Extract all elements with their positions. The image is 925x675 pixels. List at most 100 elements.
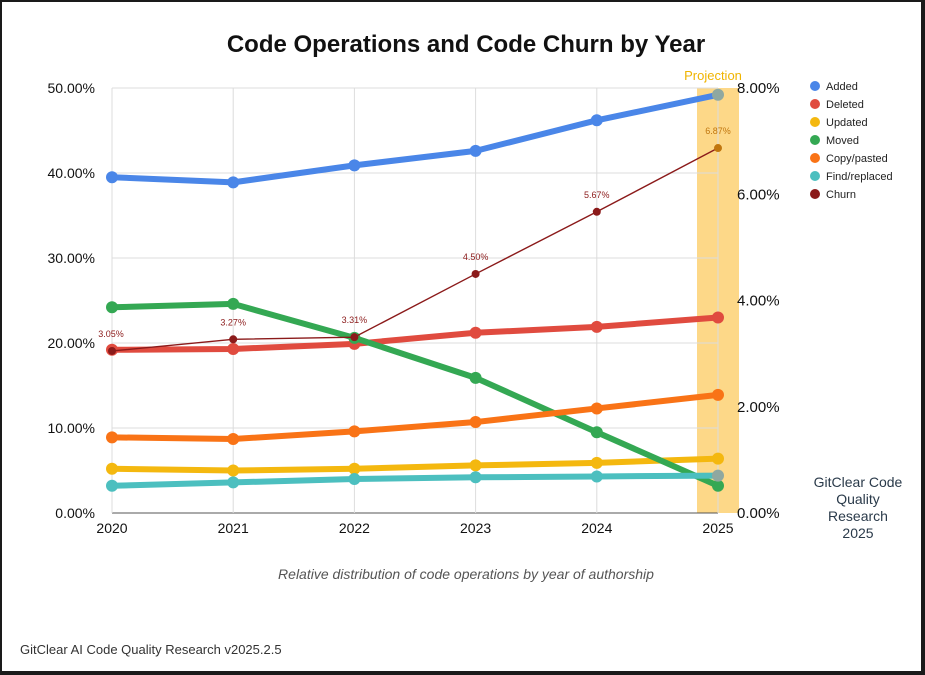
chart-title: Code Operations and Code Churn by Year (227, 31, 705, 58)
legend-swatch-moved (810, 135, 820, 145)
legend-label-updated: Updated (826, 117, 868, 129)
data-point-updated (469, 459, 482, 472)
data-point-deleted (227, 342, 240, 355)
y-right-tick-label: 8.00% (737, 80, 780, 97)
x-tick-label: 2023 (460, 520, 491, 536)
series-line-moved (109, 300, 721, 489)
data-point-churn (108, 346, 116, 355)
x-tick-label: 2025 (702, 520, 733, 536)
data-point-moved (712, 479, 724, 492)
y-left-tick-label: 10.00% (48, 420, 95, 436)
series-line-churn (111, 147, 719, 352)
series-line-added (109, 91, 721, 186)
legend: Added Deleted Updated Moved Copy/pasted Find/… (810, 81, 893, 201)
series-line-updated (109, 455, 721, 474)
data-point-added (348, 159, 361, 172)
data-point-copy-pasted (590, 402, 603, 415)
projection-label: Projection (684, 68, 742, 83)
series-line-deleted (109, 314, 721, 353)
data-point-copy-pasted (106, 431, 118, 444)
x-tick-label: 2020 (96, 520, 127, 536)
side-note: GitClear Code Quality Research 2025 (814, 474, 903, 541)
legend-swatch-find-replaced (810, 171, 820, 181)
legend-swatch-copy-pasted (810, 153, 820, 163)
data-point-added (469, 144, 482, 157)
x-tick-label: 2024 (581, 520, 612, 536)
churn-data-label: 3.31% (342, 315, 368, 325)
y-left-tick-label: 30.00% (48, 250, 95, 266)
series-line-find-replaced (109, 472, 721, 489)
data-point-added (227, 176, 240, 189)
legend-label-deleted: Deleted (826, 99, 864, 111)
frame-right-border (921, 0, 925, 675)
y-right-tick-label: 2.00% (737, 399, 780, 416)
frame-bottom-border (0, 671, 925, 675)
legend-label-find-replaced: Find/replaced (826, 171, 893, 183)
x-tick-label: 2022 (339, 520, 370, 536)
data-point-updated (712, 452, 724, 465)
data-point-churn (471, 269, 480, 278)
side-note-line-4: 2025 (842, 525, 873, 541)
y-left-tick-label: 50.00% (48, 80, 95, 96)
data-point-updated (227, 464, 240, 477)
data-point-moved (106, 301, 118, 314)
churn-data-label: 3.05% (98, 329, 124, 339)
data-point-churn (592, 207, 601, 216)
data-point-deleted (469, 326, 482, 339)
y-right-tick-label: 6.00% (737, 186, 780, 203)
legend-label-added: Added (826, 81, 858, 93)
data-point-find-replaced (106, 479, 118, 492)
legend-swatch-churn (810, 189, 820, 199)
data-point-moved (469, 371, 482, 384)
data-point-find-replaced (590, 470, 603, 483)
data-point-churn (350, 333, 359, 342)
data-point-added (712, 88, 724, 101)
legend-swatch-updated (810, 117, 820, 127)
data-point-find-replaced (348, 473, 361, 485)
data-point-churn (714, 144, 722, 153)
side-note-line-1: GitClear Code (814, 474, 903, 490)
y-right-tick-label: 4.00% (737, 293, 780, 310)
y-right-tick-label: 0.00% (737, 505, 780, 522)
y-left-tick-label: 40.00% (48, 165, 95, 181)
side-note-line-2: Quality (836, 491, 880, 507)
legend-swatch-deleted (810, 99, 820, 109)
series-layer (106, 88, 724, 492)
data-point-copy-pasted (469, 416, 482, 429)
data-point-updated (348, 462, 361, 475)
x-tick-label: 2021 (218, 520, 249, 536)
grid-layer (111, 87, 719, 514)
data-point-added (590, 114, 603, 127)
legend-label-copy-pasted: Copy/pasted (826, 153, 888, 165)
legend-swatch-added (810, 81, 820, 91)
y-left-tick-label: 20.00% (48, 335, 95, 351)
label-layer: 0.00% 10.00% 20.00% 30.00% 40.00% 50.00% 2020 2… (48, 80, 780, 536)
data-point-deleted (590, 320, 603, 333)
data-point-find-replaced (469, 471, 482, 484)
data-point-moved (227, 297, 240, 310)
data-point-churn (229, 335, 238, 344)
frame-left-border (0, 0, 2, 675)
churn-data-label: 5.67% (584, 190, 610, 200)
data-point-deleted (712, 311, 724, 324)
data-point-copy-pasted (348, 425, 361, 438)
data-point-added (106, 171, 118, 184)
chart-caption: Relative distribution of code operations… (278, 566, 654, 582)
churn-data-label: 3.27% (220, 317, 246, 327)
series-line-copy-pasted (109, 391, 721, 443)
churn-data-label: 6.87% (705, 126, 731, 136)
legend-label-churn: Churn (826, 189, 856, 201)
y-left-tick-label: 0.00% (55, 505, 95, 521)
data-point-copy-pasted (227, 433, 240, 446)
data-point-find-replaced (712, 469, 724, 482)
churn-data-label: 4.50% (463, 252, 489, 262)
data-point-copy-pasted (712, 388, 724, 401)
side-note-line-3: Research (828, 508, 888, 524)
data-point-updated (106, 462, 118, 475)
footer-text: GitClear AI Code Quality Research v2025.… (20, 642, 282, 657)
data-point-updated (590, 456, 603, 469)
legend-label-moved: Moved (826, 135, 859, 147)
data-point-find-replaced (227, 476, 240, 489)
data-point-moved (590, 426, 603, 439)
